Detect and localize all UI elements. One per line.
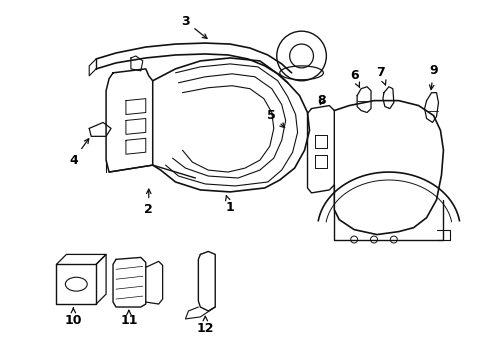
Text: 6: 6: [350, 69, 360, 88]
Text: 3: 3: [181, 15, 207, 39]
Text: 5: 5: [268, 109, 285, 127]
Text: 9: 9: [429, 64, 438, 90]
Text: 8: 8: [317, 94, 326, 107]
Text: 10: 10: [65, 308, 82, 327]
Text: 1: 1: [225, 195, 235, 214]
Text: 2: 2: [145, 189, 153, 216]
Text: 4: 4: [69, 139, 89, 167]
Text: 7: 7: [377, 66, 386, 85]
Text: 11: 11: [120, 310, 138, 327]
Text: 12: 12: [196, 316, 214, 336]
